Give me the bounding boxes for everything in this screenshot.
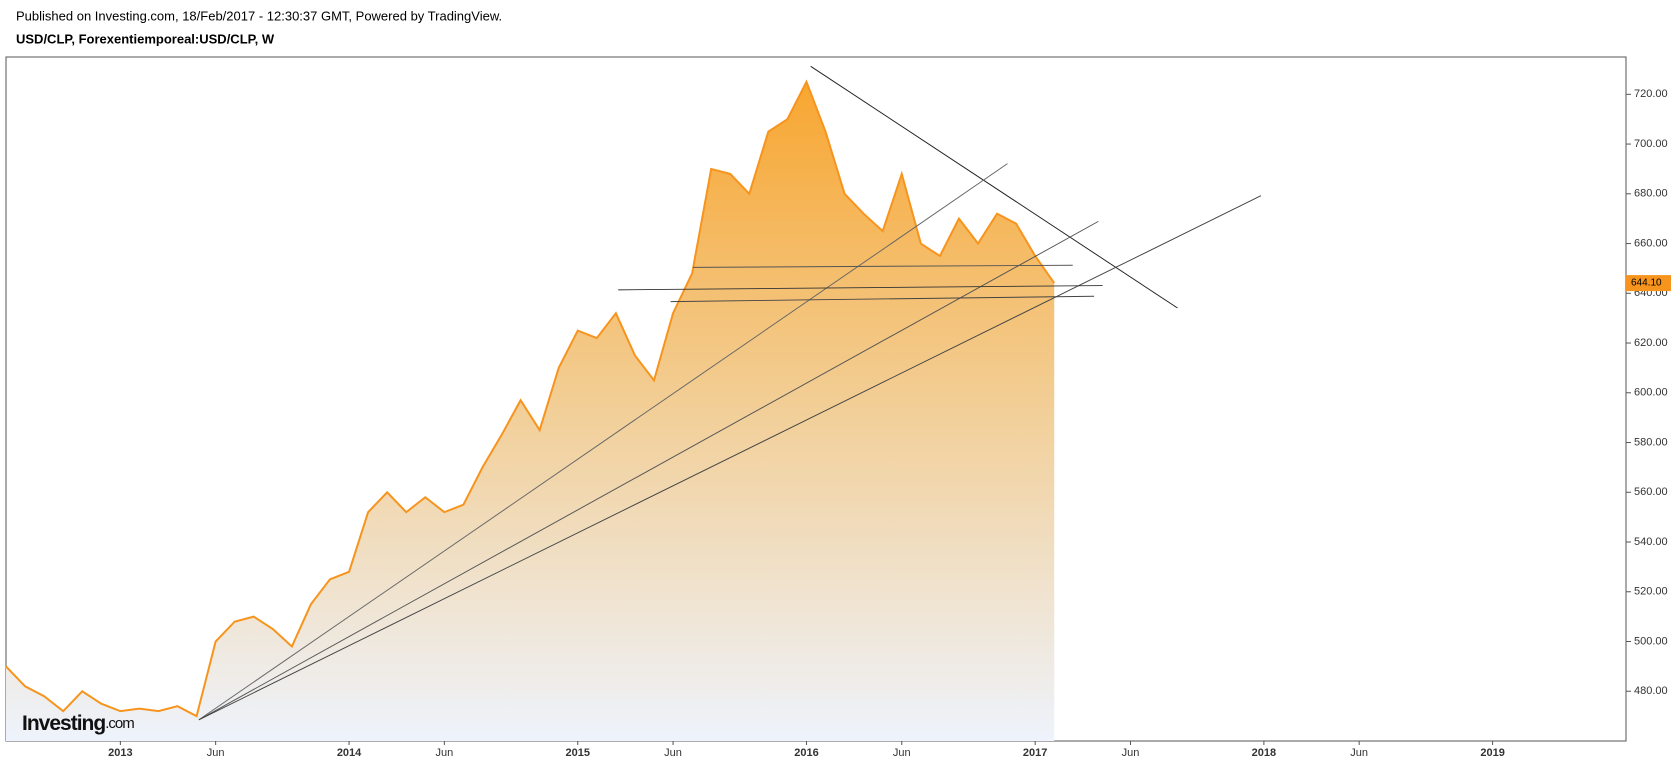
trend-line: [810, 65, 1178, 309]
last-price-box: [1626, 275, 1671, 292]
x-tick-label: Jun: [1122, 747, 1140, 759]
y-tick-label: 620.00: [1634, 337, 1668, 349]
area: [6, 81, 1055, 741]
logo-name: Investing: [22, 712, 105, 735]
x-tick-label: 2019: [1480, 747, 1504, 759]
x-tick-label: 2014: [337, 747, 362, 759]
x-tick-label: Jun: [664, 747, 682, 759]
y-tick-label: 560.00: [1634, 486, 1668, 498]
y-tick-label: 680.00: [1634, 188, 1668, 200]
y-tick-label: 660.00: [1634, 237, 1668, 249]
y-tick-label: 480.00: [1634, 685, 1668, 697]
logo: Investing.com: [22, 712, 134, 735]
published-note: Published on Investing.com, 18/Feb/2017 …: [16, 8, 502, 23]
y-tick-label: 600.00: [1634, 387, 1668, 399]
x-tick-label: 2017: [1023, 747, 1047, 759]
x-tick-label: Jun: [435, 747, 453, 759]
last-price-label: 644.10: [1631, 278, 1662, 289]
y-tick-label: 520.00: [1634, 586, 1668, 598]
trend-line: [618, 285, 1103, 291]
logo-suffix: .com: [105, 715, 134, 732]
x-tick-label: Jun: [1350, 747, 1368, 759]
y-tick-label: 500.00: [1634, 635, 1668, 647]
x-tick-label: Jun: [207, 747, 225, 759]
symbol-title: USD/CLP, Forexentiemporeal:USD/CLP, W: [16, 31, 275, 46]
price-line: [5, 79, 1056, 718]
trend-line: [198, 195, 1262, 721]
trend-line: [198, 220, 1099, 721]
y-tick-label: 720.00: [1634, 88, 1668, 100]
x-tick-label: Jun: [893, 747, 911, 759]
trend-line: [670, 295, 1095, 303]
x-tick-label: 2018: [1252, 747, 1276, 759]
y-tick-label: 700.00: [1634, 138, 1668, 150]
trend-lines: [198, 65, 1262, 721]
x-tick-label: 2016: [794, 747, 818, 759]
trend-line: [693, 264, 1073, 268]
trend-line: [198, 163, 1008, 721]
y-tick-label: 580.00: [1634, 436, 1668, 448]
y-tick-label: 540.00: [1634, 536, 1668, 548]
x-tick-label: 2013: [108, 747, 132, 759]
x-tick-label: 2015: [566, 747, 590, 759]
